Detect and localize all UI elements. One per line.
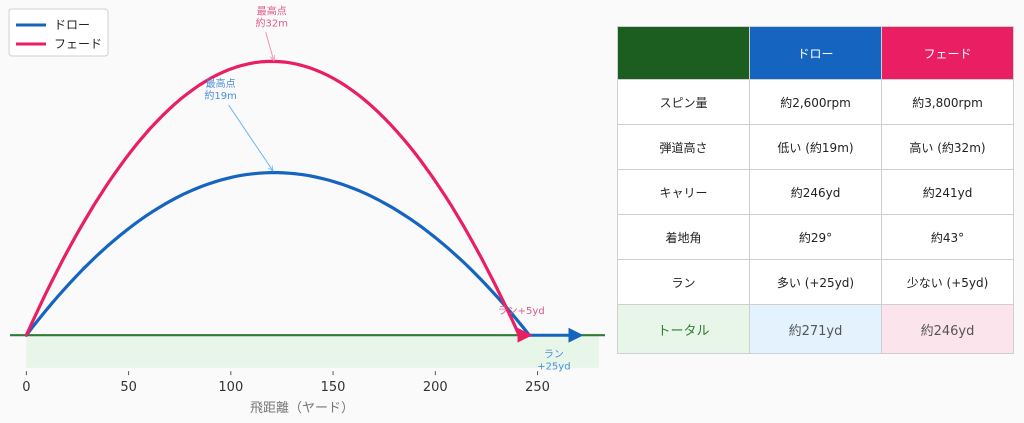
table-total-row: トータル 約271yd 約246yd bbox=[617, 304, 1014, 354]
total-label: トータル bbox=[617, 304, 750, 354]
total-draw: 約271yd bbox=[749, 304, 882, 354]
cell-fade: 約3,800rpm bbox=[881, 79, 1014, 125]
row-label: 着地角 bbox=[617, 214, 750, 260]
apex-pointer-fade bbox=[265, 32, 274, 60]
row-label: ラン bbox=[617, 259, 750, 305]
cell-draw: 約29° bbox=[749, 214, 882, 260]
legend: ドロー フェード bbox=[8, 8, 109, 57]
trajectory-chart: 0 50 100 150 200 250 飛距離（ヤード） 最高点約19m最高点約32mラ… bbox=[8, 4, 605, 416]
header-fade: フェード bbox=[881, 26, 1014, 80]
header-draw: ドロー bbox=[749, 26, 882, 80]
cell-fade: 約43° bbox=[881, 214, 1014, 260]
x-tick-label: 200 bbox=[423, 380, 448, 395]
table-row: 弾道高さ 低い (約19m) 高い (約32m) bbox=[617, 124, 1014, 170]
x-tick-label: 100 bbox=[218, 380, 243, 395]
header-blank bbox=[617, 26, 750, 80]
x-tick-label: 0 bbox=[22, 380, 30, 395]
cell-fade: 約241yd bbox=[881, 169, 1014, 215]
apex-label-draw: 約19m bbox=[204, 89, 236, 102]
x-axis-title: 飛距離（ヤード） bbox=[250, 401, 354, 416]
table-row: ラン 多い (+25yd) 少ない (+5yd) bbox=[617, 259, 1014, 305]
x-tick-label: 50 bbox=[120, 380, 137, 395]
table-row: 着地角 約29° 約43° bbox=[617, 214, 1014, 260]
legend-label-fade: フェード bbox=[54, 37, 102, 51]
cell-fade: 少ない (+5yd) bbox=[881, 259, 1014, 305]
comparison-table: ドロー フェード スピン量 約2,600rpm 約3,800rpm 弾道高さ 低… bbox=[617, 26, 1014, 354]
x-tick-label: 250 bbox=[525, 380, 550, 395]
cell-draw: 約2,600rpm bbox=[749, 79, 882, 125]
row-label: スピン量 bbox=[617, 79, 750, 125]
total-fade: 約246yd bbox=[881, 304, 1014, 354]
apex-label-fade: 約32m bbox=[255, 16, 287, 29]
apex-label-fade: 最高点 bbox=[257, 4, 287, 17]
fairway-band bbox=[26, 335, 599, 368]
run-label-fade: ラン+5yd bbox=[498, 305, 545, 317]
table-header-row: ドロー フェード bbox=[617, 26, 1014, 80]
table-row: スピン量 約2,600rpm 約3,800rpm bbox=[617, 79, 1014, 125]
cell-fade: 高い (約32m) bbox=[881, 124, 1014, 170]
table-row: キャリー 約246yd 約241yd bbox=[617, 169, 1014, 215]
cell-draw: 多い (+25yd) bbox=[749, 259, 882, 305]
legend-label-draw: ドロー bbox=[54, 18, 90, 32]
run-label-draw: ラン bbox=[544, 348, 564, 360]
x-axis: 0 50 100 150 200 250 bbox=[22, 371, 550, 395]
x-tick-label: 150 bbox=[321, 380, 346, 395]
cell-draw: 低い (約19m) bbox=[749, 124, 882, 170]
trajectory-draw bbox=[24, 171, 531, 337]
run-label-draw: +25yd bbox=[537, 361, 570, 372]
apex-pointer-draw bbox=[228, 104, 273, 171]
row-label: 弾道高さ bbox=[617, 124, 750, 170]
apex-label-draw: 最高点 bbox=[206, 77, 236, 90]
row-label: キャリー bbox=[617, 169, 750, 215]
series-layer bbox=[24, 59, 584, 343]
cell-draw: 約246yd bbox=[749, 169, 882, 215]
trajectory-fade bbox=[24, 59, 521, 337]
